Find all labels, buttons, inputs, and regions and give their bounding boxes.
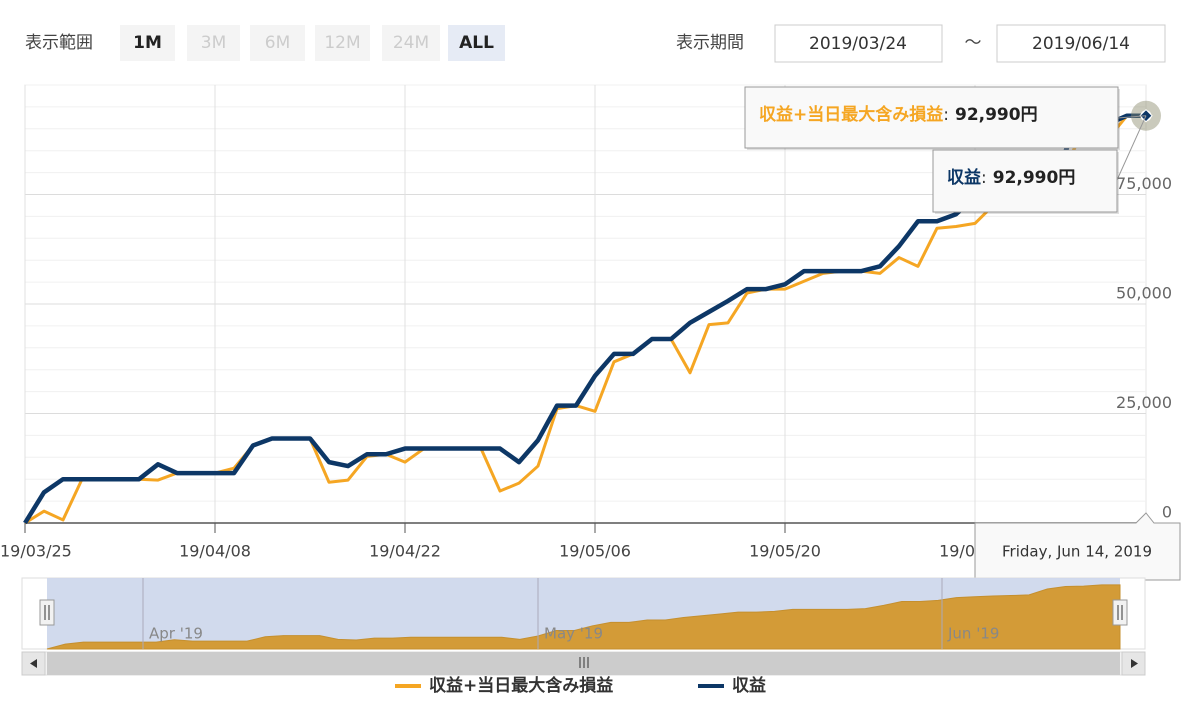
tooltip-value: 92,990円 [955,105,1038,125]
handle-body [1112,599,1128,626]
tooltip-connector [1117,115,1147,119]
navigator-area [46,584,1121,650]
button-bg [120,25,175,61]
date-from: 2019/03/24 [809,34,907,54]
legend-label: 収益+当日最大含み損益 [429,675,613,696]
range-button: 3M [187,25,240,61]
tooltip-text: 収益+当日最大含み損益: 92,990円 [759,104,1038,125]
date-input[interactable] [996,24,1166,63]
period-label: 表示期間 [676,33,744,53]
button-bg [448,25,505,61]
y-tick-label: 75,000 [1116,174,1172,193]
legend-item[interactable]: 収益 [698,675,766,696]
tooltip-series: 収益 [947,167,981,188]
tooltip-box [744,86,1119,149]
tooltip-text: 収益: 92,990円 [947,167,1075,188]
tooltip-separator: : [943,105,949,125]
button-label: ALL [459,33,494,53]
navigator-handle[interactable] [39,599,55,626]
tooltip-connector [1116,115,1147,181]
y-tick-label: 25,000 [1116,393,1172,412]
tooltip-separator: : [981,168,987,188]
handle-body [39,599,55,626]
button-label: 24M [393,33,429,53]
button-bg [250,25,305,61]
x-tick-label: 19/03/25 [0,542,72,561]
tooltip-series: 収益+当日最大含み損益 [759,104,943,125]
button-label: 6M [265,33,290,53]
x-tick-label: 19/05/20 [749,542,821,561]
range-button[interactable]: ALL [448,25,505,61]
tooltip-box [932,149,1118,213]
arrow [30,659,37,668]
range-label: 表示範囲 [25,33,93,53]
arrow [1131,659,1138,668]
button-bg [382,25,440,61]
button-label: 3M [201,33,226,53]
range-button: 12M [315,25,370,61]
x-tick-label: 19/04/22 [369,542,441,561]
x-tooltip-text: Friday, Jun 14, 2019 [1002,543,1152,561]
navigator-handle[interactable] [1112,599,1128,626]
y-tick-label: 0 [1162,503,1172,522]
date-to: 2019/06/14 [1032,34,1130,54]
range-button: 6M [250,25,305,61]
range-button: 24M [382,25,440,61]
legend-label: 収益 [732,675,766,696]
y-tick-label: 50,000 [1116,284,1172,303]
button-bg [187,25,240,61]
button-label: 1M [133,33,162,53]
navigator-label: Jun '19 [947,625,999,643]
date-input[interactable] [774,24,943,63]
navigator-label: May '19 [544,625,603,643]
button-label: 12M [324,33,360,53]
x-tick-label: 19/04/08 [179,542,251,561]
tooltip-value: 92,990円 [993,168,1076,188]
tilde: 〜 [965,33,982,53]
legend-item[interactable]: 収益+当日最大含み損益 [395,675,613,696]
button-bg [315,25,370,61]
navigator-label: Apr '19 [149,625,203,643]
x-tick-label: 19/05/06 [559,542,631,561]
range-button[interactable]: 1M [120,25,175,61]
